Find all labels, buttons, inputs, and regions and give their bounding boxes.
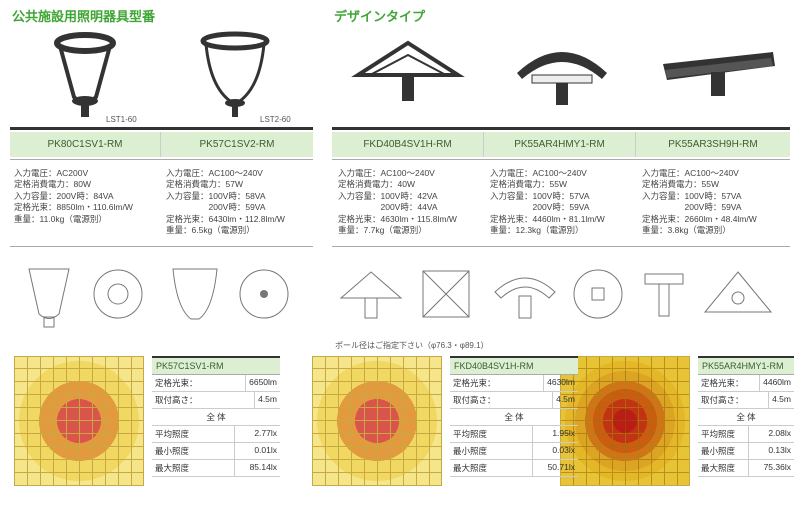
tech-drawing	[568, 256, 628, 332]
illuminance-table-2: FKD40B4SV1H-RM定格光束：4630lm取付高さ：4.5m全 体平均照…	[450, 356, 578, 477]
section-title-left: 公共施設用照明器具型番	[12, 6, 155, 25]
tech-drawing	[636, 256, 692, 332]
tech-drawing	[88, 256, 148, 332]
tech-drawing	[414, 256, 478, 332]
product-image-4	[492, 30, 632, 120]
illuminance-table-1: PK57C1SV1-RM定格光束：6650lm取付高さ：4.5m全 体平均照度2…	[152, 356, 280, 477]
product-image-5	[648, 30, 788, 120]
illuminance-heatmap-1	[14, 356, 144, 486]
product-image-1	[20, 30, 150, 120]
spec-block-3: 入力電圧：AC100～240V定格消費電力：40W入力容量：100V時：42VA…	[338, 168, 483, 237]
section-title-right: デザインタイプ	[334, 6, 425, 25]
illuminance-table-3: PK55AR4HMY1-RM定格光束：4460lm取付高さ：4.5m全 体平均照…	[698, 356, 794, 477]
tech-drawing	[14, 256, 84, 332]
product-image-3	[338, 30, 478, 120]
tech-drawing	[234, 256, 294, 332]
line	[10, 246, 313, 247]
line	[10, 159, 313, 160]
label-lst2: LST2-60	[260, 115, 291, 124]
spec-block-4: 入力電圧：AC100～240V定格消費電力：55W入力容量：100V時：57VA…	[490, 168, 635, 237]
separator-thick-right	[332, 127, 790, 130]
tech-drawing	[486, 256, 564, 332]
model-cell-1: PK80C1SV1-RM	[10, 132, 161, 157]
model-cell-2: PK57C1SV2-RM	[161, 132, 313, 157]
spec-block-5: 入力電圧：AC100～240V定格消費電力：55W入力容量：100V時：57VA…	[642, 168, 787, 237]
model-cell-4: PK55AR4HMY1-RM	[484, 132, 636, 157]
pole-diameter-note: ポール径はご指定下さい（φ76.3・φ89.1）	[335, 340, 489, 351]
label-lst1: LST1-60	[106, 115, 137, 124]
line	[332, 246, 790, 247]
product-image-2	[170, 30, 300, 120]
tech-drawing	[160, 256, 230, 332]
tech-drawing	[332, 256, 410, 332]
spec-block-1: 入力電圧：AC200V定格消費電力：80W入力容量：200V時：84VA定格光束…	[14, 168, 159, 225]
illuminance-heatmap-3	[560, 356, 690, 486]
separator-thick-left	[10, 127, 313, 130]
model-cell-5: PK55AR3SH9H-RM	[636, 132, 790, 157]
line	[332, 159, 790, 160]
tech-drawing	[696, 256, 780, 332]
spec-block-2: 入力電圧：AC100～240V定格消費電力：57W入力容量：100V時：58VA…	[166, 168, 311, 237]
illuminance-heatmap-2	[312, 356, 442, 486]
model-cell-3: FKD40B4SV1H-RM	[332, 132, 484, 157]
